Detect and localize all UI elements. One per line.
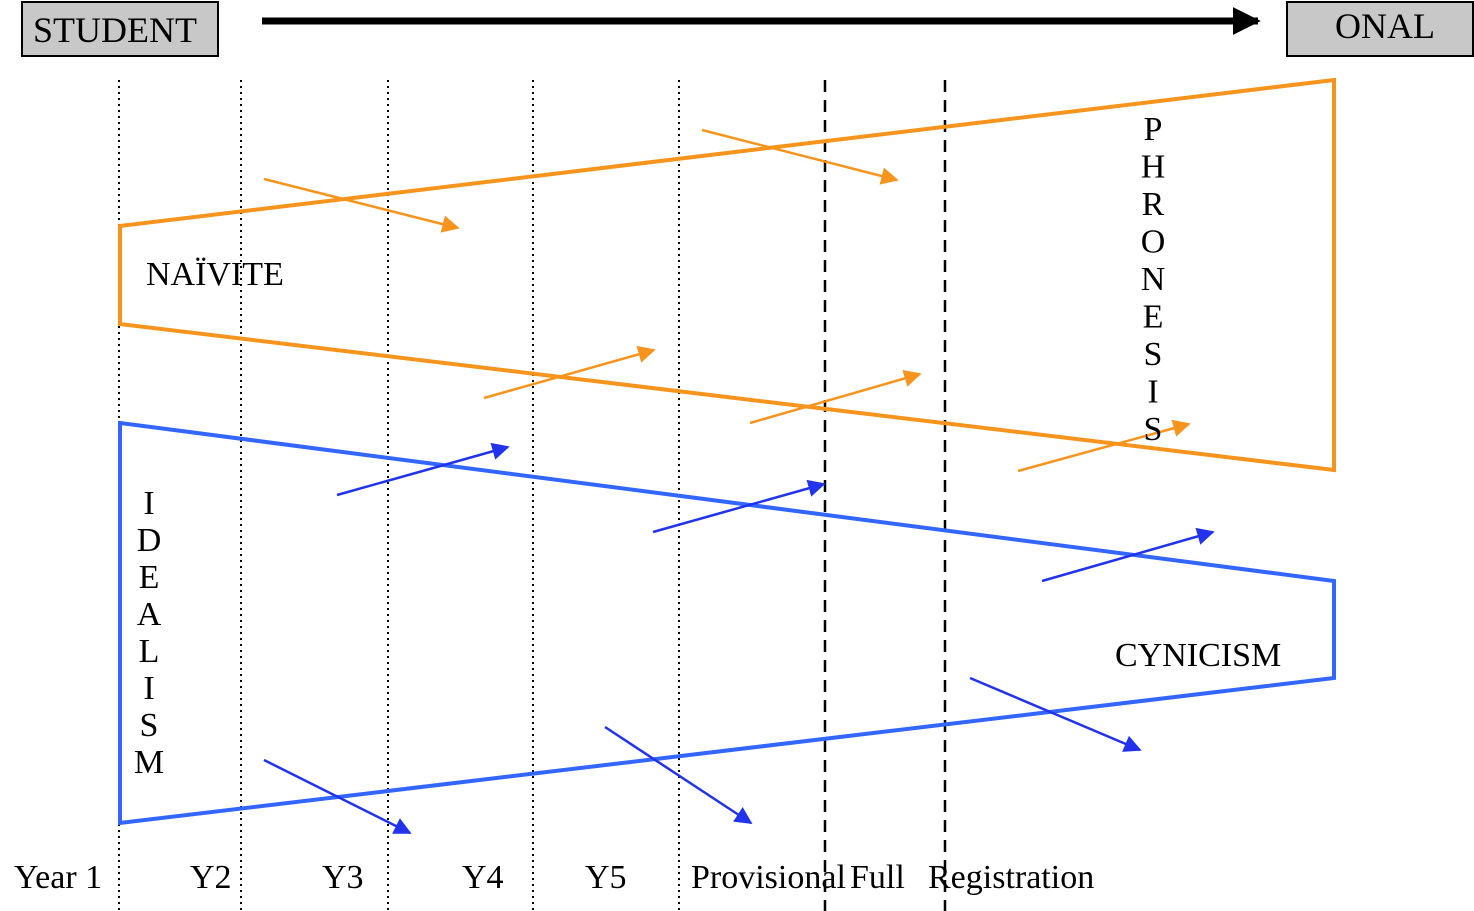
orange-arrow [701, 128, 899, 185]
student-box: STUDENT [21, 1, 219, 57]
orange-arrows [263, 128, 1191, 473]
idealism-letter: I [143, 670, 154, 707]
idealism-letter: S [140, 707, 159, 744]
timeline-label-year1: Year 1 [14, 859, 102, 896]
blue-arrow [652, 479, 826, 534]
timeline-labels: Year 1 Y2 Y3 Y4 Y5 Provisional Full Regi… [14, 859, 1094, 896]
blue-arrow [1041, 527, 1215, 583]
naivete-phronesis-shape [118, 77, 1336, 473]
registration-dividers [823, 80, 947, 911]
blue-arrow [263, 758, 412, 835]
idealism-letter: A [137, 596, 162, 633]
timeline-label-full: Full [850, 859, 905, 896]
idealism-letter: M [134, 744, 164, 781]
idealism-letter: E [139, 559, 160, 596]
phronesis-letter: N [1141, 261, 1166, 298]
phronesis-letter: S [1144, 336, 1163, 373]
phronesis-letter: H [1141, 149, 1166, 186]
timeline-label-y4: Y4 [462, 859, 504, 896]
naivete-label: NAÏVITE [146, 256, 284, 293]
phronesis-letter: O [1141, 224, 1166, 261]
orange-arrow [1017, 419, 1191, 473]
orange-arrow [749, 369, 922, 425]
timeline-label-y2: Y2 [190, 859, 232, 896]
timeline-label-y5: Y5 [585, 859, 627, 896]
student-box-label: STUDENT [33, 10, 197, 50]
blue-arrows [263, 442, 1215, 835]
professional-box-label: ONAL [1335, 6, 1435, 46]
timeline-label-registration: Registration [928, 859, 1094, 896]
blue-arrow [604, 725, 753, 825]
phronesis-letter: P [1144, 111, 1163, 148]
phronesis-letter: S [1144, 411, 1163, 448]
idealism-cynicism-shape [118, 420, 1336, 826]
idealism-letter: I [143, 485, 154, 522]
blue-arrow [969, 676, 1142, 752]
orange-arrow [483, 345, 656, 400]
phronesis-letter: R [1142, 186, 1165, 223]
timeline-label-y3: Y3 [322, 859, 364, 896]
phronesis-letter: E [1143, 299, 1164, 336]
orange-arrow [263, 177, 460, 233]
year-dividers [118, 80, 680, 911]
professional-box: ONAL [1286, 1, 1474, 57]
idealism-letter: L [139, 633, 160, 670]
phronesis-letter: I [1147, 374, 1158, 411]
cynicism-label: CYNICISM [1115, 637, 1281, 674]
timeline-label-provisional: Provisional [691, 859, 846, 896]
idealism-letter: D [137, 522, 162, 559]
blue-arrow [336, 442, 510, 497]
